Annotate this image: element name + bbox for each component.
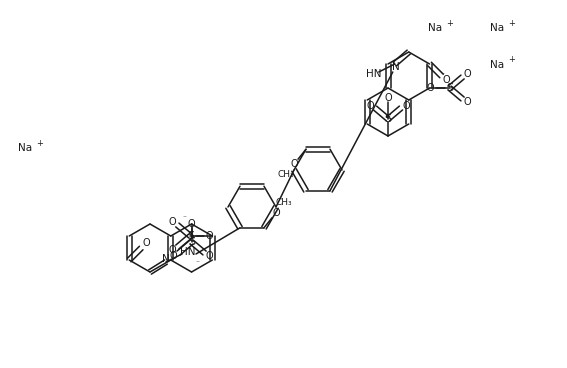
- Text: +: +: [509, 18, 515, 28]
- Text: O: O: [142, 238, 150, 248]
- Text: O: O: [206, 231, 213, 241]
- Text: O: O: [272, 208, 280, 218]
- Text: O: O: [168, 245, 176, 255]
- Text: HN: HN: [180, 247, 196, 257]
- Text: O: O: [384, 93, 392, 103]
- Text: O: O: [443, 75, 450, 85]
- Text: O: O: [402, 101, 410, 111]
- Text: O: O: [168, 217, 176, 227]
- Text: ⁻: ⁻: [183, 213, 187, 223]
- Text: +: +: [447, 18, 454, 28]
- Text: N: N: [162, 254, 170, 264]
- Text: CH₃: CH₃: [276, 198, 293, 207]
- Text: HN: HN: [366, 69, 382, 79]
- Text: O: O: [366, 101, 374, 111]
- Text: O: O: [464, 97, 471, 107]
- Text: O: O: [464, 69, 471, 79]
- Text: S: S: [446, 83, 453, 93]
- Text: O: O: [206, 251, 213, 261]
- Text: O: O: [427, 83, 434, 93]
- Text: Na: Na: [490, 23, 504, 33]
- Text: +: +: [509, 56, 515, 64]
- Text: O: O: [290, 159, 298, 169]
- Text: Na: Na: [18, 143, 32, 153]
- Text: O: O: [188, 219, 196, 229]
- Text: CH₃: CH₃: [278, 170, 294, 179]
- Text: Na: Na: [490, 60, 504, 70]
- Text: +: +: [36, 138, 44, 148]
- Text: S: S: [384, 114, 392, 124]
- Text: Na: Na: [428, 23, 442, 33]
- Text: ⁻: ⁻: [196, 258, 200, 268]
- Text: S: S: [187, 231, 194, 241]
- Text: ⁻: ⁻: [441, 71, 445, 79]
- Text: S: S: [188, 237, 195, 247]
- Text: O: O: [170, 251, 177, 261]
- Text: N: N: [392, 62, 400, 72]
